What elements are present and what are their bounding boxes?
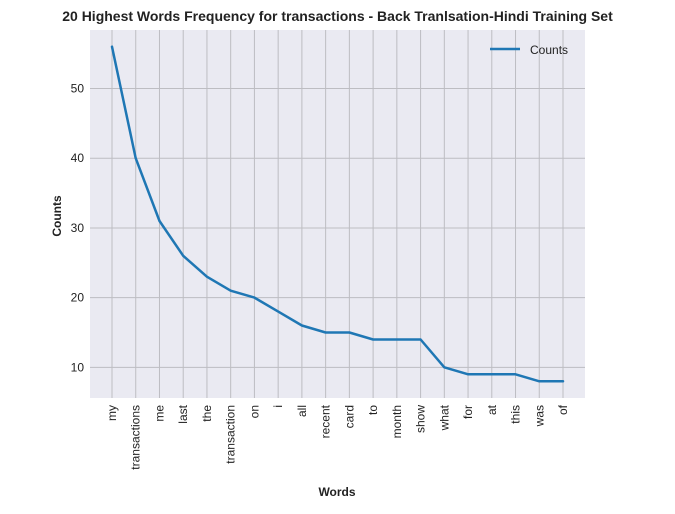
y-tick-label: 20 xyxy=(71,291,85,305)
x-tick-label: all xyxy=(295,405,309,417)
x-tick-label: me xyxy=(152,405,166,422)
y-tick-label: 50 xyxy=(71,82,85,96)
x-tick-label: to xyxy=(366,405,380,415)
series-line-counts xyxy=(110,45,565,383)
x-tick-label: show xyxy=(414,405,428,433)
x-tick-label: card xyxy=(342,405,356,428)
x-tick-label: my xyxy=(105,405,119,421)
x-tick-label: the xyxy=(200,405,214,422)
y-tick-label: 40 xyxy=(71,151,85,165)
series-lines xyxy=(110,45,565,383)
plot-area xyxy=(90,30,585,398)
chart-title: 20 Highest Words Frequency for transacti… xyxy=(62,8,613,24)
x-tick-label: at xyxy=(485,404,499,415)
x-tick-label: transaction xyxy=(224,405,238,464)
x-tick-label: transactions xyxy=(129,405,143,470)
x-tick-label: of xyxy=(556,404,570,415)
y-axis-ticks: 10 20 30 40 50 xyxy=(71,82,85,375)
legend-label: Counts xyxy=(530,43,568,57)
x-tick-label: month xyxy=(390,405,404,438)
x-tick-label: recent xyxy=(319,404,333,438)
x-tick-label: this xyxy=(509,405,523,424)
x-tick-label: i xyxy=(271,405,285,408)
x-tick-label: on xyxy=(247,405,261,418)
x-axis-ticks: my transactions me last the transaction on i all… xyxy=(105,404,570,469)
y-axis-label: Counts xyxy=(50,195,64,237)
y-tick-label: 10 xyxy=(71,360,85,374)
x-tick-label: for xyxy=(461,405,475,419)
x-tick-label: what xyxy=(437,404,451,431)
x-axis-label: Words xyxy=(318,485,355,499)
x-tick-label: last xyxy=(176,404,190,423)
legend: Counts xyxy=(490,43,568,57)
grid-lines xyxy=(90,30,585,398)
x-tick-label: was xyxy=(532,405,546,427)
y-tick-label: 30 xyxy=(71,221,85,235)
